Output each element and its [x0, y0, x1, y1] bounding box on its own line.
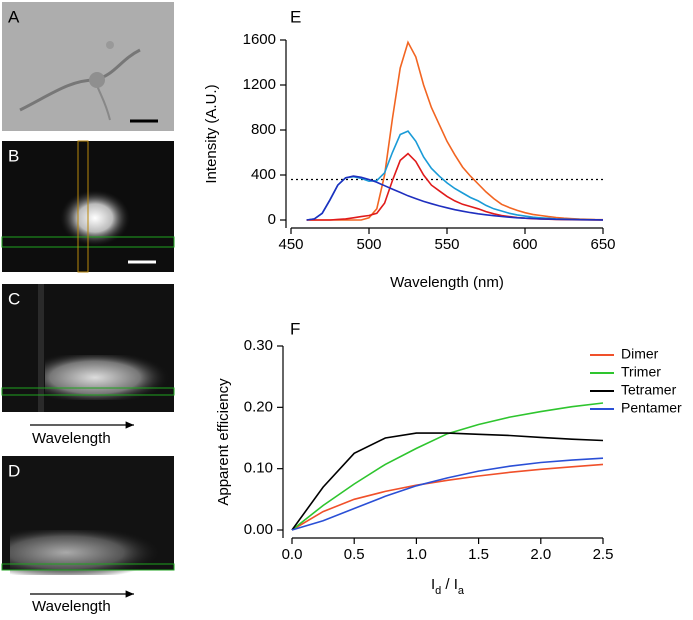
image-d [1, 456, 175, 575]
y-tick-label: 0.10 [244, 460, 273, 477]
legend-label: Tetramer [621, 382, 677, 398]
panel-label: C [8, 289, 20, 308]
arrow-label: Wavelength [32, 598, 111, 615]
y-tick-label: 0 [268, 211, 276, 228]
panel-label: F [290, 319, 300, 338]
x-axis-label: Wavelength (nm) [390, 274, 504, 291]
series-line [306, 130, 604, 221]
legend-label: Dimer [621, 346, 659, 362]
y-tick-label: 1600 [243, 31, 276, 48]
panel-label: E [290, 7, 301, 26]
y-tick-label: 400 [251, 166, 276, 183]
image-a [2, 2, 174, 131]
x-axis-label-part: d [435, 585, 441, 597]
panel-label: A [8, 7, 20, 26]
x-tick-label: 650 [590, 236, 615, 253]
x-axis-label-part: I [431, 576, 435, 593]
y-tick-label: 0.30 [244, 337, 273, 354]
series-line [291, 457, 604, 531]
x-tick-label: 2.0 [530, 546, 551, 563]
y-axis-label: Apparent efficiency [215, 378, 232, 506]
x-tick-label: 450 [278, 236, 303, 253]
x-tick-label: 0.5 [344, 546, 365, 563]
image-b [1, 140, 175, 273]
x-tick-label: 550 [434, 236, 459, 253]
legend-label: Trimer [621, 364, 661, 380]
image-c [1, 284, 175, 412]
panel-label: D [8, 461, 20, 480]
x-axis-label-part: / I [441, 576, 458, 593]
series-line [291, 432, 604, 531]
x-axis-label: Id / Ia [431, 576, 465, 597]
x-tick-label: 500 [356, 236, 381, 253]
x-tick-label: 1.0 [406, 546, 427, 563]
x-axis-label-part: a [458, 585, 465, 597]
y-tick-label: 0.00 [244, 521, 273, 538]
x-tick-label: 600 [512, 236, 537, 253]
y-tick-label: 800 [251, 121, 276, 138]
y-tick-label: 1200 [243, 76, 276, 93]
series-line [291, 402, 604, 531]
y-tick-label: 0.20 [244, 398, 273, 415]
series-line [306, 175, 604, 221]
arrow-label: Wavelength [32, 430, 111, 447]
x-tick-label: 1.5 [468, 546, 489, 563]
legend-label: Pentamer [621, 400, 682, 416]
series-line [291, 463, 604, 531]
panel-label: B [8, 146, 19, 165]
series-line [306, 40, 604, 221]
x-tick-label: 2.5 [593, 546, 614, 563]
y-axis-label: Intensity (A.U.) [203, 84, 220, 183]
x-tick-label: 0.0 [282, 546, 303, 563]
